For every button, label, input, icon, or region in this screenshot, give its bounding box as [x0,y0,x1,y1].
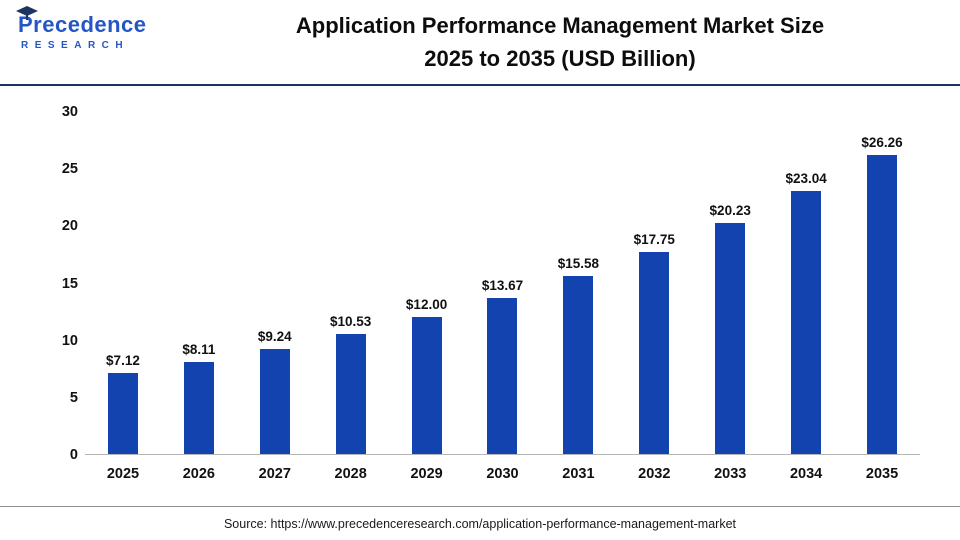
x-axis-label: 2034 [789,466,823,482]
bar-column: $17.75 [616,112,692,454]
bar [335,333,366,454]
bar [867,154,898,454]
logo-wordmark: Precedence [18,12,147,37]
footer: Source: https://www.precedenceresearch.c… [0,506,960,540]
x-axis-label: 2033 [714,466,747,482]
x-axis-label: 2029 [410,466,443,482]
bar-value-label: $17.75 [633,231,675,247]
bar-column: $9.24 [237,112,313,454]
bar-value-label: $23.04 [785,171,827,187]
y-axis-tick-label: 15 [61,275,78,292]
x-axis-label: 2035 [865,466,899,482]
bar [639,251,670,454]
x-axis-label: 2026 [182,466,215,482]
precedence-research-logo: Precedence RESEARCH [0,0,180,51]
y-axis-tick-label: 10 [61,332,78,349]
bar-value-label: $10.53 [330,313,372,329]
x-axis-label: 2025 [106,466,140,482]
bar-column: $7.12 [85,112,161,454]
bar-column: $10.53 [313,112,389,454]
x-axis-label: 2032 [638,466,671,482]
y-axis-tick-label: 5 [69,389,78,406]
title-line-1: Application Performance Management Marke… [295,13,825,38]
bar-value-label: $12.00 [405,297,448,313]
bar-column: $13.67 [465,112,541,454]
bar-column: $23.04 [768,112,844,454]
chart-region: 0 5 10 15 20 25 30 $7.12 $8.11 $9.24 $10.53 $12.00… [30,104,920,463]
x-axis: 2025 2026 2027 2028 2029 2030 2031 2032 2033 2034… [85,455,920,482]
bar-value-label: $15.58 [557,256,600,272]
plot-area: $7.12 $8.11 $9.24 $10.53 $12.00 $13.67 $15.58 $… [85,112,920,455]
y-axis: 0 5 10 15 20 25 30 [30,104,78,463]
source-text: Source: https://www.precedenceresearch.c… [223,516,737,531]
bar [563,276,594,454]
y-axis-tick-label: 0 [69,447,78,463]
bar [411,317,442,454]
bar-value-label: $26.26 [861,134,903,150]
bar-column: $20.23 [692,112,768,454]
x-axis-label: 2027 [258,466,291,482]
bar [715,223,746,454]
bar [183,361,214,454]
bar [791,191,822,454]
bar-column: $26.26 [844,112,920,454]
x-axis-label: 2030 [486,466,519,482]
bar-column: $12.00 [389,112,465,454]
bar-value-label: $20.23 [709,203,751,219]
bar [487,298,518,454]
y-axis-tick-label: 25 [61,161,78,178]
y-axis-tick-label: 30 [61,104,78,120]
bar-value-label: $7.12 [106,352,140,368]
x-axis-label: 2028 [334,466,367,482]
title-line-2: 2025 to 2035 (USD Billion) [424,46,696,71]
bar-column: $15.58 [540,112,616,454]
bar-value-label: $9.24 [257,328,292,344]
bar [259,348,290,454]
page-title: Application Performance Management Marke… [180,0,940,75]
graduation-cap-icon [16,6,38,20]
bar-chart: 0 5 10 15 20 25 30 $7.12 $8.11 $9.24 $10.53 $12.00… [0,104,960,482]
bar [107,372,138,454]
x-axis-label: 2031 [562,466,595,482]
y-axis-tick-label: 20 [61,218,78,235]
bar-value-label: $13.67 [481,278,524,294]
logo-subtitle: RESEARCH [21,40,130,51]
bar-column: $8.11 [161,112,237,454]
bar-value-label: $8.11 [182,341,216,357]
header: Precedence RESEARCH Application Performa… [0,0,960,86]
